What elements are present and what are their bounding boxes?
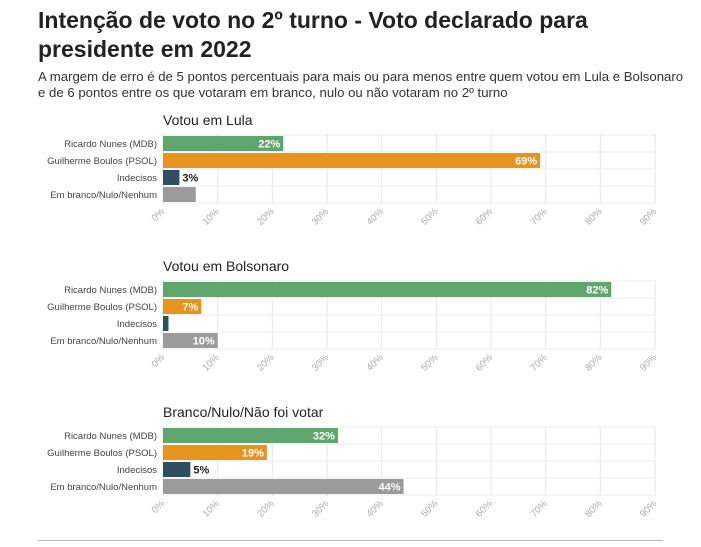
x-tick-label: 20% <box>255 352 277 374</box>
data-label: 5% <box>193 465 209 477</box>
x-tick-label: 40% <box>365 352 387 374</box>
x-tick-label: 70% <box>529 352 551 374</box>
x-tick-label: 0% <box>150 352 168 370</box>
data-label: 22% <box>258 139 280 151</box>
bar-chart-votou-lula: Ricardo Nunes (MDB) 22% Guilherme Boulos (… <box>47 134 660 228</box>
category-label: Ricardo Nunes (MDB) <box>64 285 157 296</box>
x-tick-label: 80% <box>583 498 605 520</box>
x-tick-label: 70% <box>529 498 551 520</box>
category-label: Guilherme Boulos (PSOL) <box>47 156 157 167</box>
data-label: 3% <box>182 173 198 185</box>
bar <box>163 282 612 297</box>
x-tick-label: 90% <box>638 206 660 228</box>
category-label: Ricardo Nunes (MDB) <box>64 431 157 442</box>
data-label: 10% <box>193 336 215 348</box>
x-tick-label: 90% <box>638 498 660 520</box>
x-tick-label: 50% <box>419 498 441 520</box>
chart-subtitle: A margem de erro é de 5 pontos percentua… <box>38 69 684 100</box>
data-label: 32% <box>313 431 335 443</box>
x-tick-label: 30% <box>310 352 332 374</box>
bar <box>163 428 338 443</box>
bar <box>163 462 191 477</box>
x-tick-label: 40% <box>365 498 387 520</box>
x-tick-label: 20% <box>255 206 277 228</box>
category-label: Em branco/Nulo/Nenhum <box>50 482 157 493</box>
category-label: Indecisos <box>117 465 157 476</box>
category-label: Indecisos <box>117 173 157 184</box>
bar <box>163 479 404 494</box>
x-tick-label: 20% <box>255 498 277 520</box>
bar-chart-branco-nulo: Ricardo Nunes (MDB) 32% Guilherme Boulos (… <box>47 426 660 520</box>
x-tick-label: 60% <box>474 352 496 374</box>
bar <box>163 153 541 168</box>
bar <box>163 333 218 348</box>
x-tick-label: 0% <box>150 498 168 516</box>
bar <box>163 445 267 460</box>
bar <box>163 170 180 185</box>
x-tick-label: 30% <box>310 206 332 228</box>
x-tick-label: 60% <box>474 498 496 520</box>
category-label: Em branco/Nulo/Nenhum <box>50 336 157 347</box>
category-label: Indecisos <box>117 319 157 330</box>
chart-title: Intenção de voto no 2º turno - Voto decl… <box>38 7 588 62</box>
bar-chart-votou-bolsonaro: Ricardo Nunes (MDB) 82% Guilherme Boulos (… <box>47 280 660 374</box>
x-tick-label: 50% <box>419 352 441 374</box>
x-tick-label: 10% <box>201 206 223 228</box>
x-tick-label: 70% <box>529 206 551 228</box>
data-label: 7% <box>182 302 198 314</box>
x-tick-label: 10% <box>201 498 223 520</box>
panel-votou-lula: Votou em Lula Ricardo Nunes (MDB) 22% Guil… <box>0 112 701 252</box>
bar <box>163 316 169 331</box>
category-label: Guilherme Boulos (PSOL) <box>47 302 157 313</box>
panel-branco-nulo: Branco/Nulo/Não foi votar Ricardo Nunes … <box>0 404 701 544</box>
x-tick-label: 90% <box>638 352 660 374</box>
data-label: 82% <box>586 285 608 297</box>
bar <box>163 299 202 314</box>
panel-title: Votou em Bolsonaro <box>163 258 290 274</box>
x-tick-label: 30% <box>310 498 332 520</box>
bar <box>163 187 196 202</box>
data-label: 44% <box>379 482 401 494</box>
category-label: Em branco/Nulo/Nenhum <box>50 190 157 201</box>
panel-title: Votou em Lula <box>163 112 253 128</box>
x-tick-label: 10% <box>201 352 223 374</box>
panel-votou-bolsonaro: Votou em Bolsonaro Ricardo Nunes (MDB) 82… <box>0 258 701 398</box>
panel-title: Branco/Nulo/Não foi votar <box>163 404 324 420</box>
x-tick-label: 80% <box>583 352 605 374</box>
data-label: 19% <box>242 448 264 460</box>
data-label: 69% <box>515 156 537 168</box>
bar <box>163 136 284 151</box>
x-tick-label: 0% <box>150 206 168 224</box>
x-tick-label: 60% <box>474 206 496 228</box>
x-tick-label: 40% <box>365 206 387 228</box>
footer-divider <box>38 540 663 541</box>
x-tick-label: 50% <box>419 206 441 228</box>
category-label: Ricardo Nunes (MDB) <box>64 139 157 150</box>
x-tick-label: 80% <box>583 206 605 228</box>
category-label: Guilherme Boulos (PSOL) <box>47 448 157 459</box>
